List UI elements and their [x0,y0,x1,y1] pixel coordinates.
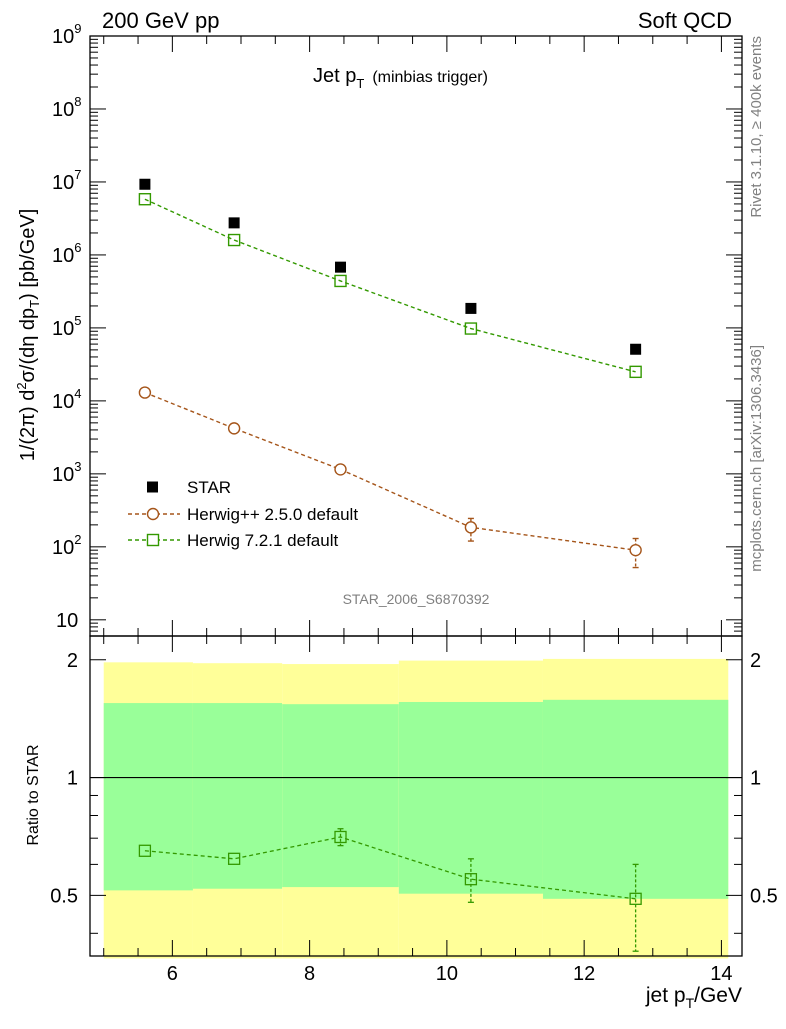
legend: STAR Herwig++ 2.5.0 default Herwig 7.2.1 d… [128,478,358,550]
ylabel-part3: ) [pb/GeV] [17,209,39,300]
herwigpp-point [629,543,642,557]
y-tick-label: 102 [52,532,81,559]
main-y-axis-label: 1/(2π) d2σ/(dη dpT) [pb/GeV] [14,209,42,462]
herwig7-point [464,322,478,335]
xlabel-main: jet p [645,984,686,1007]
ylabel-part1: 1/(2π) d [17,390,39,462]
y-tick-label: 10 [56,610,78,632]
green-uncertainty-band [103,703,193,891]
green-uncertainty-band [542,699,729,899]
y-tick-label: 105 [52,313,81,340]
ylabel-sup: 2 [14,382,29,389]
ylabel-sub: T [27,300,42,308]
x-tick-label: 10 [436,963,458,985]
title-sub: T [356,76,364,91]
y-tick-label: 103 [52,459,81,486]
legend-herwigpp-marker [146,507,160,521]
y-tick-label-exponent: 5 [74,313,81,328]
y-tick-label-base: 10 [56,610,78,632]
herwig7-point [629,365,642,379]
ratio-y-tick-label: 0.5 [50,885,78,907]
header-right-label: Soft QCD [638,8,732,33]
herwig7-point [334,274,347,288]
herwigpp-point [334,463,347,476]
y-tick-label: 107 [52,167,81,194]
y-tick-label-exponent: 2 [74,532,81,547]
star-data-point [630,343,642,355]
herwig7-point [227,233,241,247]
ratio-herwig7-line [144,836,636,900]
x-tick-label: 8 [304,963,315,985]
herwigpp-point [227,422,241,435]
legend-label: Herwig++ 2.5.0 default [187,505,358,524]
y-tick-label-exponent: 4 [74,386,81,401]
ratio-y-axis-label: Ratio to STAR [25,744,42,845]
main-plot-title: Jet pT (minbias trigger) [313,65,488,91]
ratio-herwig7-point [227,852,241,865]
herwigpp-line [144,391,636,551]
legend-label: Herwig 7.2.1 default [187,531,338,550]
ratio-y-tick-label: 1 [67,768,78,790]
mcplots-reference-label: mcplots.cern.ch [arXiv:1306.3436] [748,345,765,572]
ratio-herwig7-point [629,892,642,905]
herwig7-line [144,198,636,373]
y-tick-label-exponent: 9 [74,21,81,36]
green-uncertainty-band [282,704,399,888]
y-tick-label-base: 10 [52,391,74,413]
ratio-herwig7-point [334,830,347,844]
xlabel-sub: T [686,995,695,1011]
y-tick-label-base: 10 [52,464,74,486]
herwigpp-point [138,386,152,399]
ylabel-part2: σ/(dη dp [17,308,39,383]
y-tick-label-exponent: 7 [74,167,81,182]
herwigpp-point [464,521,478,534]
y-tick-label-base: 10 [52,245,74,267]
ratio-y-tick-label: 2 [67,650,78,672]
y-tick-label-exponent: 3 [74,459,81,474]
ratio-y-tick-label-right: 2 [750,650,761,672]
y-tick-label-exponent: 8 [74,94,81,109]
header-left-label: 200 GeV pp [102,8,219,33]
y-tick-label-base: 10 [52,172,74,194]
rivet-version-label: Rivet 3.1.10, ≥ 400k events [748,36,765,218]
star-data-point [139,178,151,190]
star-data-point [335,261,347,273]
y-tick-label: 108 [52,94,81,121]
ratio-y-tick-label-right: 1 [750,768,761,790]
y-tick-label-exponent: 6 [74,240,81,255]
xlabel-unit: /GeV [694,984,742,1007]
ratio-panel-frame [89,635,743,957]
ratio-herwig7-point [464,873,478,886]
y-tick-label-base: 10 [52,318,74,340]
y-tick-label: 109 [52,21,81,48]
ratio-y-tick-label-right: 0.5 [750,885,778,907]
ratio-herwig7-point [138,844,152,857]
y-tick-label-base: 10 [52,537,74,559]
y-tick-label-base: 10 [52,99,74,121]
ratio-bands [90,658,742,959]
y-tick-label: 104 [52,386,81,413]
star-data-point [228,217,240,229]
x-tick-label: 14 [710,963,732,985]
title-extra: (minbias trigger) [372,69,488,86]
herwig7-point [138,193,152,206]
green-uncertainty-band [192,703,283,889]
legend-star-marker [147,481,158,493]
x-tick-label: 6 [167,963,178,985]
title-main: Jet p [313,65,356,87]
data-layer [138,178,642,952]
y-tick-label: 106 [52,240,81,267]
x-axis-label: jet pT/GeV [645,984,742,1011]
x-tick-label: 12 [573,963,595,985]
analysis-id-label: STAR_2006_S6870392 [343,591,490,607]
star-data-point [465,302,477,314]
y-tick-label-base: 10 [52,26,74,48]
legend-herwig7-marker [146,533,160,547]
legend-label: STAR [187,478,231,497]
